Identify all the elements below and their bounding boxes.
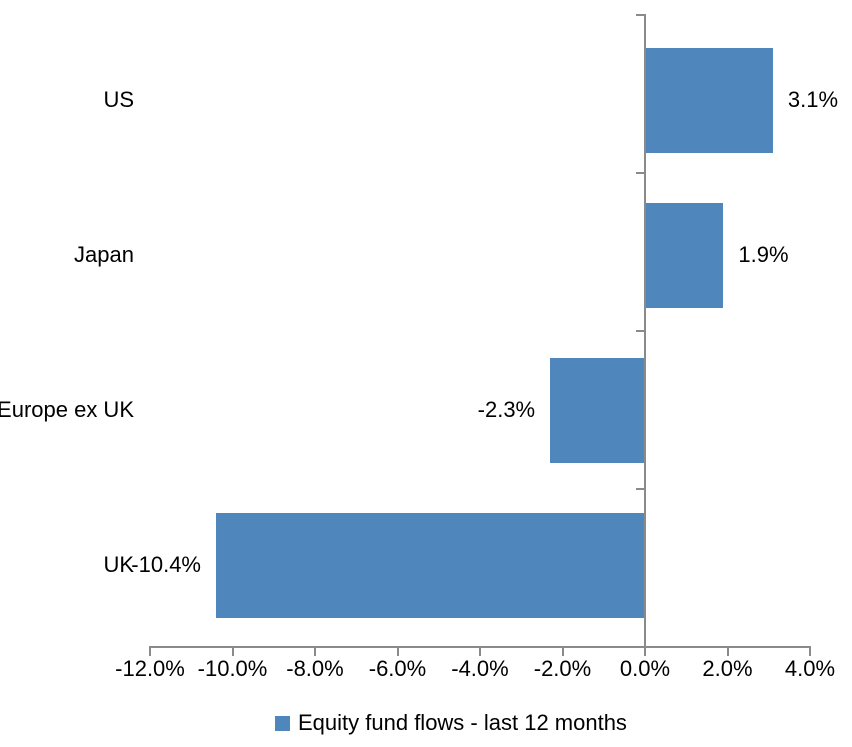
value-label-uk: -10.4% bbox=[131, 552, 201, 577]
x-axis-tick bbox=[726, 646, 729, 656]
x-tick-label: -6.0% bbox=[368, 656, 427, 681]
legend-label: Equity fund flows - last 12 months bbox=[298, 710, 627, 735]
x-tick-label: -12.0% bbox=[115, 656, 185, 681]
x-axis-tick bbox=[231, 646, 234, 656]
chart-legend: Equity fund flows - last 12 months bbox=[275, 708, 627, 738]
value-label-europe-ex-uk: -2.3% bbox=[477, 397, 536, 422]
category-axis-tick bbox=[636, 14, 644, 16]
category-axis-tick bbox=[636, 330, 644, 332]
category-axis-tick bbox=[636, 488, 644, 490]
x-axis-tick bbox=[561, 646, 564, 656]
x-axis-tick bbox=[314, 646, 316, 656]
x-tick-label: -4.0% bbox=[451, 656, 509, 681]
zero-axis-line bbox=[644, 14, 646, 656]
value-label-japan: 1.9% bbox=[738, 242, 789, 267]
category-axis-tick bbox=[636, 646, 644, 648]
category-label-japan: Japan bbox=[74, 242, 134, 267]
x-tick-label: -8.0% bbox=[286, 656, 344, 681]
x-tick-label: 0.0% bbox=[619, 656, 671, 681]
category-label-europe-ex-uk: Europe ex UK bbox=[0, 397, 134, 422]
bar-japan bbox=[645, 202, 724, 308]
bar-uk bbox=[216, 512, 645, 618]
x-tick-label: 4.0% bbox=[784, 656, 836, 681]
category-label-uk: UK bbox=[103, 552, 134, 577]
bar-us bbox=[645, 47, 773, 153]
x-axis-tick bbox=[396, 646, 399, 656]
value-label-us: 3.1% bbox=[787, 87, 839, 112]
x-tick-label: 2.0% bbox=[702, 656, 753, 681]
x-tick-label: -10.0% bbox=[197, 656, 268, 681]
category-label-us: US bbox=[103, 87, 134, 112]
x-axis-tick bbox=[149, 646, 151, 656]
category-axis-tick bbox=[636, 172, 644, 174]
bar-europe-ex-uk bbox=[550, 357, 645, 463]
legend-swatch-icon bbox=[275, 715, 290, 731]
x-tick-label: -2.0% bbox=[533, 656, 592, 681]
x-axis-tick bbox=[479, 646, 481, 656]
x-axis-tick bbox=[809, 646, 811, 656]
